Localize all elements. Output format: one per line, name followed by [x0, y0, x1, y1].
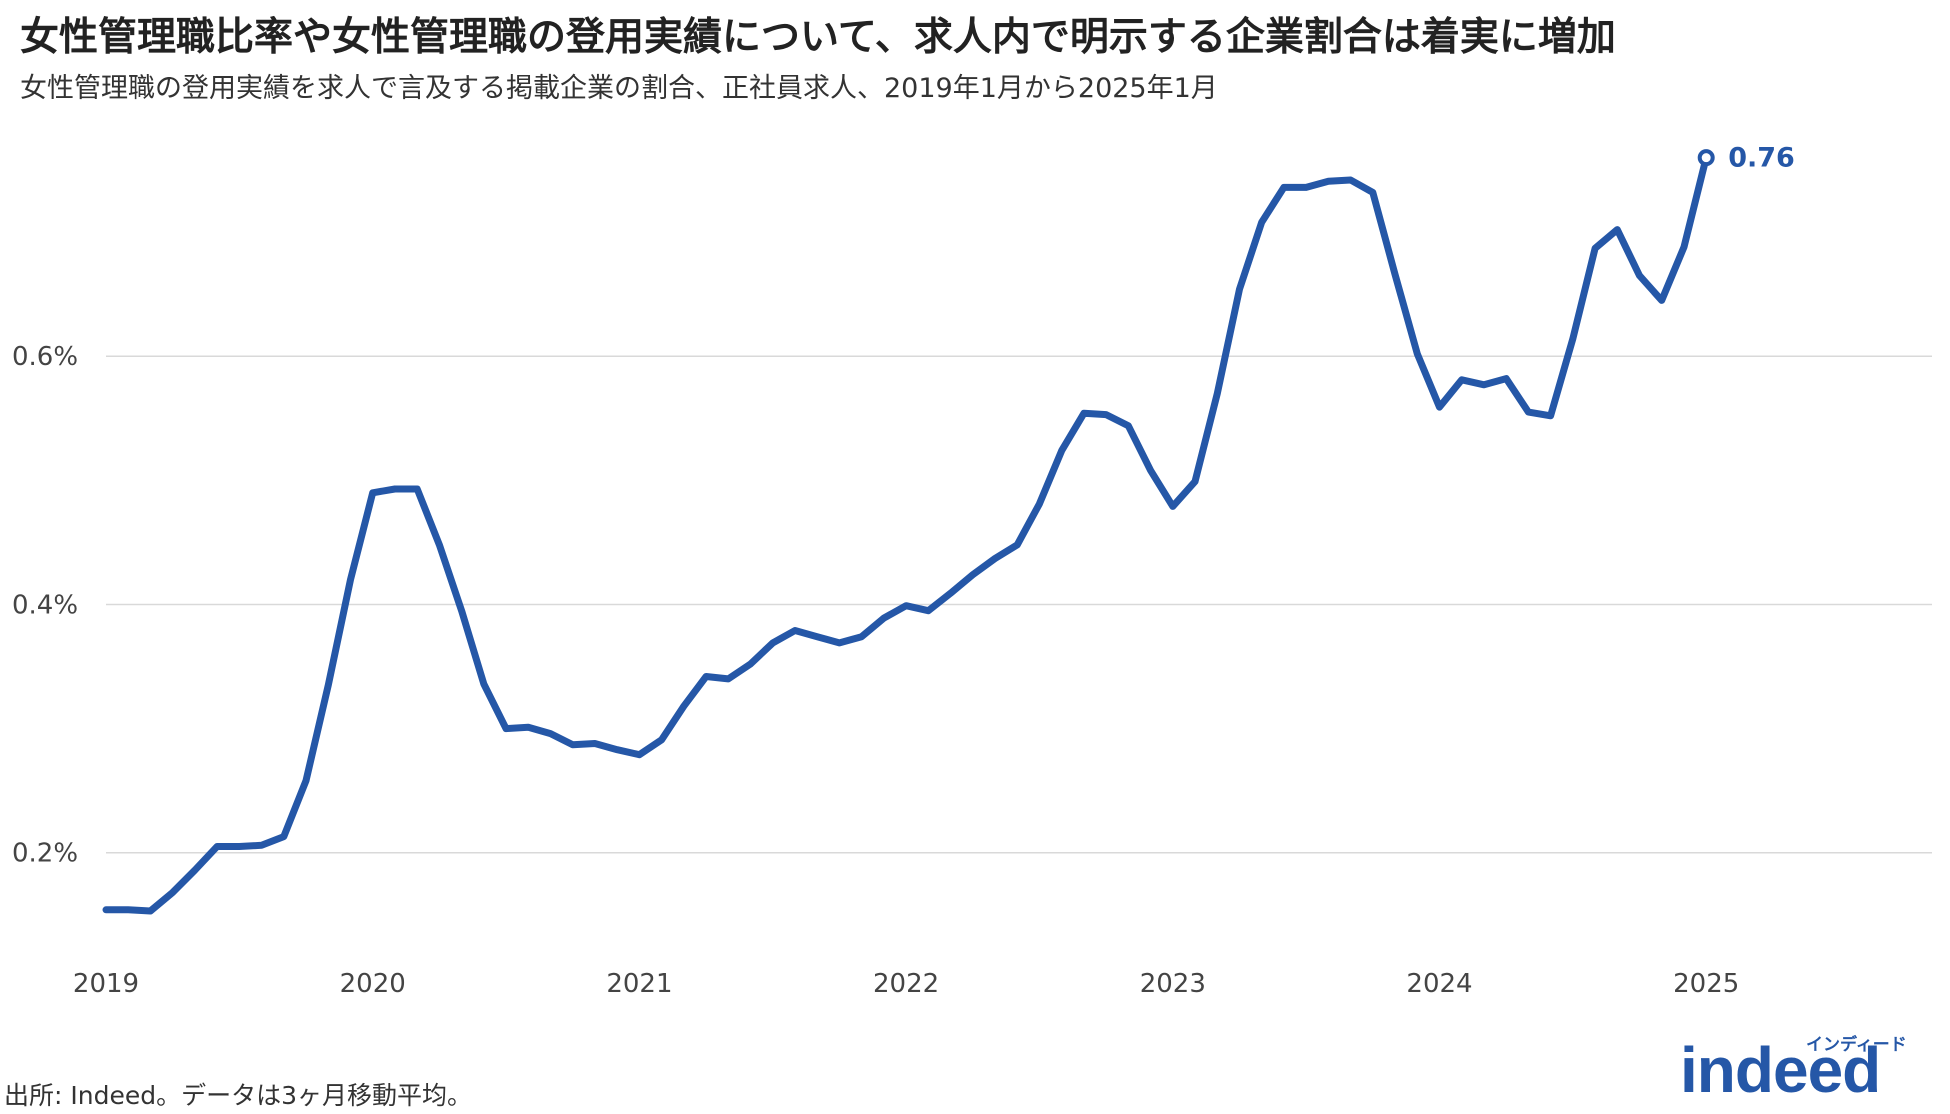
x-tick-label: 2024 — [1406, 969, 1472, 999]
x-tick-label: 2021 — [606, 969, 672, 999]
x-tick-label: 2022 — [873, 969, 939, 999]
y-tick-label: 0.4% — [12, 590, 78, 620]
x-tick-label: 2025 — [1673, 969, 1739, 999]
x-tick-label: 2020 — [340, 969, 406, 999]
indeed-logo: indeed — [1680, 1034, 1881, 1106]
chart-title: 女性管理職比率や女性管理職の登用実績について、求人内で明示する企業割合は着実に増… — [20, 15, 1616, 60]
end-point-marker — [1697, 149, 1715, 167]
y-tick-label: 0.6% — [12, 342, 78, 372]
x-tick-label: 2019 — [73, 969, 139, 999]
end-value-label: 0.76 — [1728, 143, 1795, 174]
series-line — [102, 154, 1710, 915]
chart-subtitle: 女性管理職の登用実績を求人で言及する掲載企業の割合、正社員求人、2019年1月か… — [20, 73, 1218, 104]
source-note: 出所: Indeed。データは3ヶ月移動平均。 — [4, 1081, 472, 1110]
logo-japanese-text: インディード — [1806, 1035, 1907, 1055]
x-tick-label: 2023 — [1140, 969, 1206, 999]
y-tick-label: 0.2% — [12, 839, 78, 869]
